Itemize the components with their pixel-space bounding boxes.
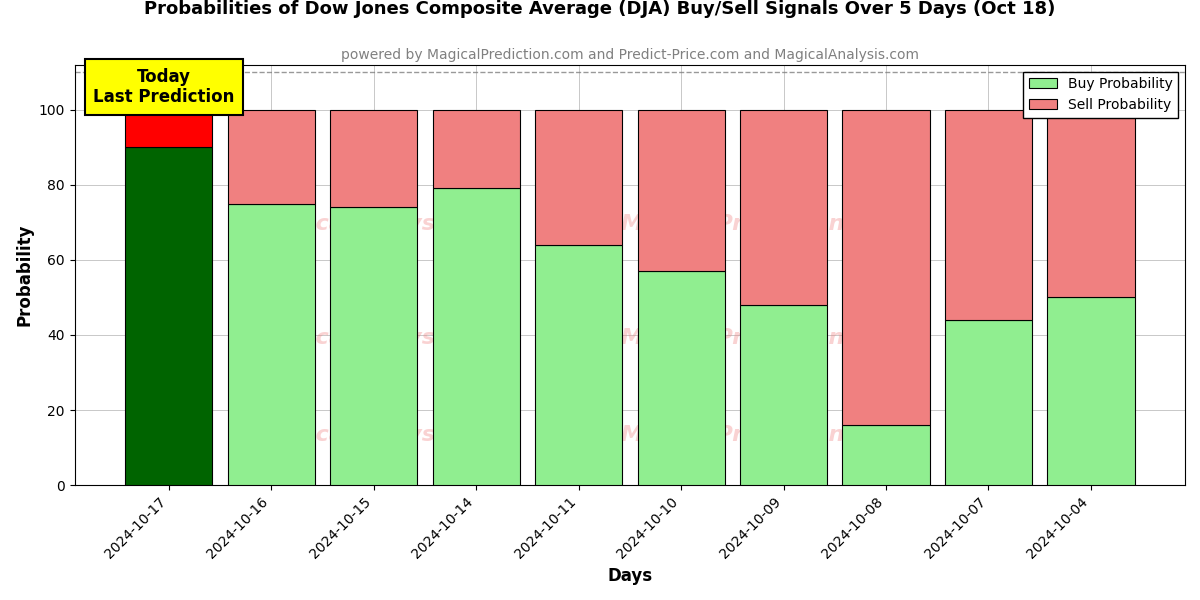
Bar xyxy=(842,425,930,485)
Bar xyxy=(228,110,314,203)
Bar xyxy=(740,110,827,305)
Bar xyxy=(330,207,418,485)
Bar xyxy=(330,110,418,207)
Bar xyxy=(432,110,520,188)
Bar xyxy=(535,110,622,245)
Text: MagicalPrediction.com: MagicalPrediction.com xyxy=(620,214,905,235)
Text: Today
Last Prediction: Today Last Prediction xyxy=(92,68,234,106)
Bar xyxy=(944,320,1032,485)
Text: MagicalPrediction.com: MagicalPrediction.com xyxy=(620,328,905,348)
Bar xyxy=(740,305,827,485)
Text: MagicalAnalysis.com: MagicalAnalysis.com xyxy=(256,214,516,235)
Bar xyxy=(125,110,212,147)
Bar xyxy=(842,110,930,425)
Text: MagicalAnalysis.com: MagicalAnalysis.com xyxy=(256,425,516,445)
Bar xyxy=(535,245,622,485)
Bar xyxy=(125,147,212,485)
Bar xyxy=(1048,298,1134,485)
Text: MagicalAnalysis.com: MagicalAnalysis.com xyxy=(256,328,516,348)
Bar xyxy=(944,110,1032,320)
Bar xyxy=(637,110,725,271)
Bar xyxy=(432,188,520,485)
Title: powered by MagicalPrediction.com and Predict-Price.com and MagicalAnalysis.com: powered by MagicalPrediction.com and Pre… xyxy=(341,48,919,62)
Text: Probabilities of Dow Jones Composite Average (DJA) Buy/Sell Signals Over 5 Days : Probabilities of Dow Jones Composite Ave… xyxy=(144,0,1056,18)
Bar xyxy=(1048,110,1134,298)
Y-axis label: Probability: Probability xyxy=(16,224,34,326)
Legend: Buy Probability, Sell Probability: Buy Probability, Sell Probability xyxy=(1024,71,1178,118)
X-axis label: Days: Days xyxy=(607,567,653,585)
Bar xyxy=(228,203,314,485)
Bar xyxy=(637,271,725,485)
Text: MagicalPrediction.com: MagicalPrediction.com xyxy=(620,425,905,445)
